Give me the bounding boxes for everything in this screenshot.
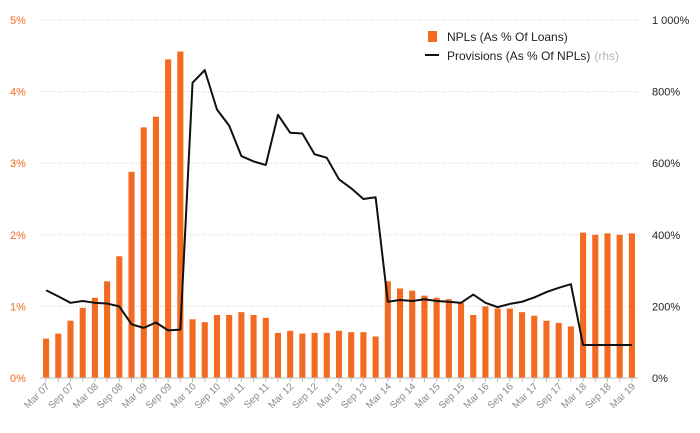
npl-bar — [177, 51, 184, 379]
gridlines — [40, 19, 638, 307]
x-tick-label: Mar 11 — [218, 381, 248, 411]
x-tick-label: Sep 11 — [242, 381, 272, 411]
x-tick-label: Sep 12 — [291, 381, 321, 411]
npl-bar — [580, 232, 587, 378]
legend-npl-swatch — [428, 31, 437, 42]
x-tick-label: Sep 13 — [339, 381, 369, 411]
y-left-tick-label: 1% — [10, 301, 26, 313]
npl-bar — [323, 332, 330, 378]
x-tick-label: Sep 08 — [95, 381, 125, 411]
npl-bar — [43, 338, 50, 378]
provisions-line — [45, 69, 632, 347]
npl-bar — [409, 290, 416, 378]
npl-bar — [433, 297, 440, 378]
npl-bar — [262, 317, 269, 378]
npl-bar — [116, 256, 123, 378]
npl-bar — [226, 314, 233, 378]
y-right-tick-label: 0% — [652, 373, 668, 385]
npl-bar — [604, 233, 611, 378]
npl-bar — [421, 295, 428, 378]
x-tick-label: Sep 10 — [193, 381, 223, 411]
npl-bar — [482, 306, 489, 378]
npl-bar — [543, 320, 550, 378]
npl-bar — [67, 320, 74, 378]
npl-bar — [238, 312, 245, 378]
legend-provisions-note: (rhs) — [594, 49, 619, 63]
npl-bar — [555, 322, 562, 378]
x-tick-label: Sep 17 — [535, 381, 565, 411]
npl-bar — [445, 299, 452, 378]
x-tick-label: Sep 18 — [583, 381, 613, 411]
npl-bar — [494, 308, 501, 378]
legend: NPLs (As % Of Loans) Provisions (As % Of… — [425, 30, 619, 63]
npl-bar — [55, 333, 62, 378]
npl-bar — [311, 332, 318, 378]
npl-bar — [396, 288, 404, 378]
x-tick-label: Mar 19 — [608, 381, 638, 411]
y-left-tick-label: 3% — [10, 158, 26, 170]
x-tick-label: Sep 07 — [46, 381, 76, 411]
npl-bar — [91, 297, 98, 378]
npl-bar — [201, 322, 208, 378]
x-tick-label: Sep 09 — [144, 381, 174, 411]
x-tick-label: Sep 15 — [437, 381, 467, 411]
npl-bar — [274, 332, 282, 378]
y-right-tick-label: 1 000% — [652, 15, 690, 27]
npl-bar — [299, 333, 306, 378]
legend-provisions-name: Provisions (As % Of NPLs) — [447, 49, 590, 63]
npl-bar — [79, 307, 86, 378]
npl-bar — [506, 308, 513, 378]
npl-bar — [152, 116, 159, 378]
y-left-tick-label: 4% — [10, 87, 26, 99]
npl-bars — [43, 51, 635, 379]
provisions-line-layer — [45, 69, 632, 347]
npl-bar — [457, 302, 465, 378]
npl-bar — [348, 332, 355, 378]
npl-bar — [372, 336, 379, 378]
npl-bar — [165, 59, 172, 378]
npl-bar — [140, 127, 147, 379]
x-tick-label: Sep 14 — [388, 381, 418, 411]
y-left-tick-label: 2% — [10, 230, 26, 242]
legend-npl-label: NPLs (As % Of Loans) — [447, 30, 568, 44]
npl-bar — [360, 332, 367, 378]
npl-bar — [250, 314, 257, 378]
npl-bar — [104, 281, 111, 378]
npl-bar — [470, 314, 477, 378]
y-right-tick-label: 400% — [652, 230, 680, 242]
y-right-tick-label: 200% — [652, 301, 680, 313]
npl-bar — [287, 330, 294, 378]
npl-bar — [616, 234, 623, 378]
npl-bar — [128, 171, 135, 378]
x-tick-label: Sep 16 — [486, 381, 516, 411]
y-left-tick-label: 0% — [10, 373, 26, 385]
npl-bar — [335, 330, 343, 378]
npl-bar — [628, 233, 635, 378]
y-right-tick-label: 600% — [652, 158, 680, 170]
npl-bar — [592, 234, 599, 378]
npl-bar — [531, 315, 538, 378]
npl-bar — [384, 281, 391, 378]
npl-bar — [519, 312, 526, 378]
npl-bar — [213, 314, 221, 378]
y-left-tick-label: 5% — [10, 15, 26, 27]
npl-bar — [189, 319, 196, 378]
npl-bar — [567, 326, 574, 378]
y-right-tick-label: 800% — [652, 87, 680, 99]
legend-provisions-label: Provisions (As % Of NPLs) (rhs) — [447, 49, 619, 63]
